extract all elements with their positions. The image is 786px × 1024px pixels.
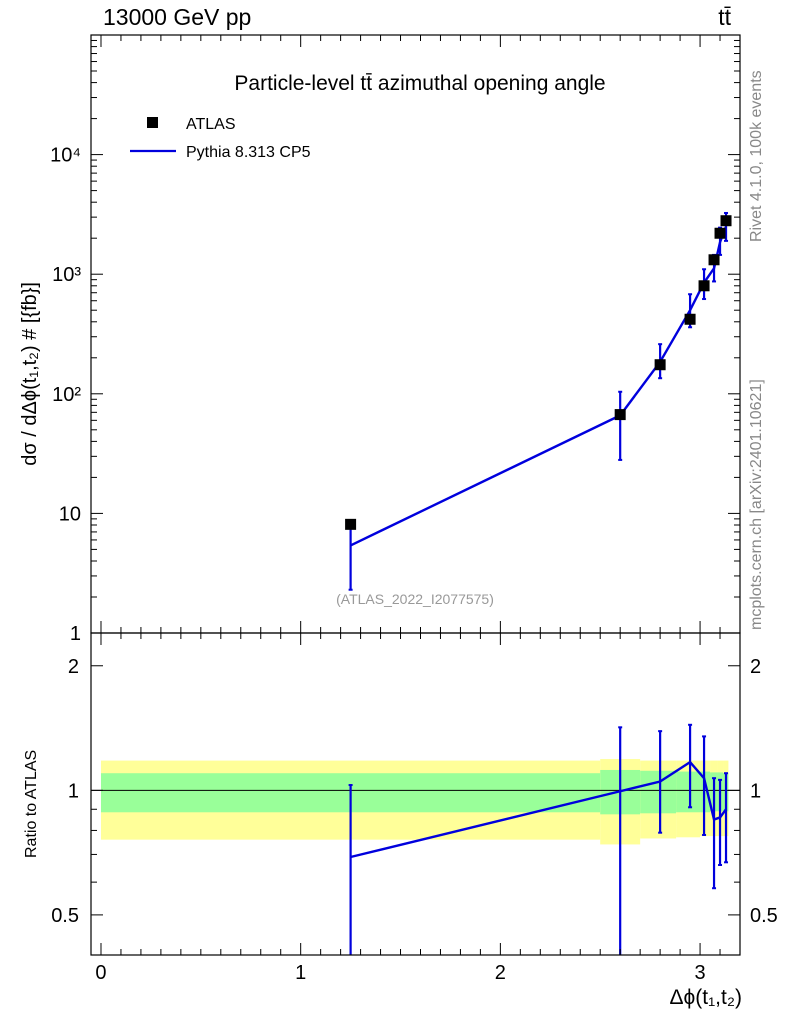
x-tick-label: 2: [495, 962, 506, 984]
rivet-version-label: Rivet 4.1.0, 100k events: [748, 70, 765, 242]
mc-line: [350, 226, 728, 547]
atlas-data-point: [345, 518, 357, 530]
main-y-tick-label: 1: [70, 623, 81, 645]
ratio-y-tick-label-right: 0.5: [750, 905, 778, 927]
main-series: [345, 211, 732, 591]
main-y-tick-label: 10³: [52, 264, 81, 286]
axis-labels: 1 10 10² 10³ 10⁴ 0 1 2 3 0.5 0.5 1 1 2 2: [50, 145, 778, 984]
main-y-tick-label: 10⁴: [50, 145, 81, 167]
atlas-data-point: [654, 359, 666, 371]
axis-ticks: [91, 35, 741, 956]
legend-pythia-label: Pythia 8.313 CP5: [186, 144, 311, 161]
ratio-uncertainty-bands: [91, 759, 740, 845]
main-y-tick-label: 10²: [52, 384, 81, 406]
main-y-tick-label: 10: [59, 503, 81, 525]
main-y-axis-title: dσ / dΔϕ(t₁,t₂) # [{fb}]: [19, 282, 41, 466]
analysis-watermark: (ATLAS_2022_I2077575): [336, 591, 494, 607]
legend-atlas-label: ATLAS: [186, 116, 236, 133]
x-axis-title: Δϕ(t₁,t₂): [669, 986, 742, 1009]
x-tick-label: 0: [95, 962, 106, 984]
ratio-y-tick-label-right: 2: [750, 656, 761, 678]
ratio-y-axis-title: Ratio to ATLAS: [23, 750, 40, 858]
inner-band-segment: [676, 771, 701, 813]
ratio-y-tick-label-left: 0.5: [51, 905, 79, 927]
main-plot-title: Particle-level tt̄ azimuthal opening ang…: [234, 72, 605, 95]
x-tick-label: 1: [295, 962, 306, 984]
atlas-data-point: [684, 313, 696, 325]
atlas-data-point: [698, 280, 710, 292]
atlas-data-point: [614, 409, 626, 421]
atlas-data-point: [714, 227, 726, 239]
ratio-y-tick-label-left: 1: [68, 780, 79, 802]
legend-atlas-marker: [147, 117, 158, 128]
legend: ATLAS Pythia 8.313 CP5: [130, 116, 311, 161]
ratio-line: [350, 760, 727, 859]
atlas-data-point: [708, 254, 720, 266]
ratio-frame: [90, 632, 741, 956]
ratio-series: [348, 723, 729, 955]
plot-frames: [90, 34, 741, 956]
x-tick-label: 3: [694, 962, 705, 984]
process-label: tt̄: [718, 4, 731, 30]
ratio-y-tick-label-right: 1: [750, 780, 761, 802]
energy-label: 13000 GeV pp: [103, 4, 252, 30]
ratio-y-tick-label-left: 2: [68, 656, 79, 678]
inner-band-segment: [640, 770, 677, 814]
atlas-data-point: [720, 215, 732, 227]
mcplots-label: mcplots.cern.ch [arXiv:2401.10621]: [748, 379, 765, 630]
